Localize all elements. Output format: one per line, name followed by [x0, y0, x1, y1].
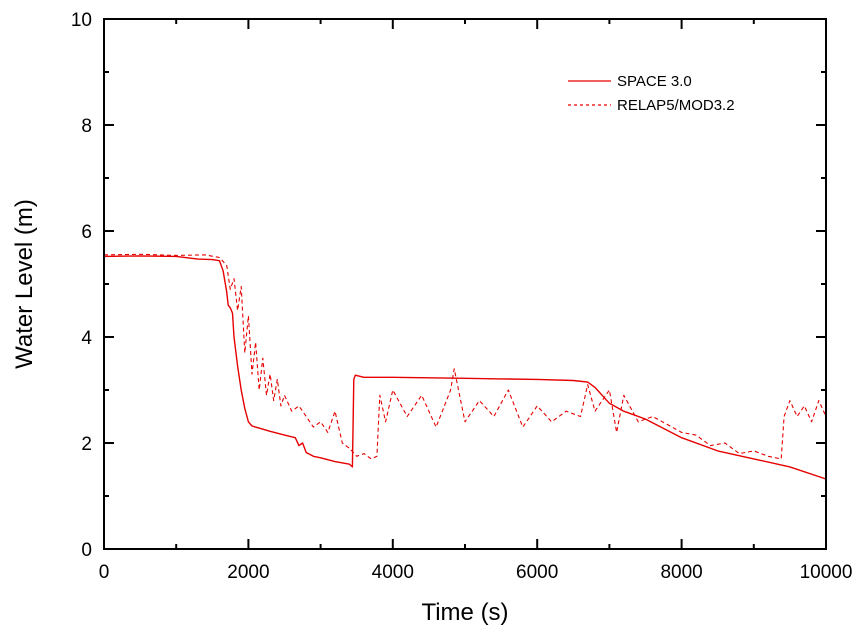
x-tick-label: 10000: [800, 562, 853, 583]
x-axis-title: Time (s): [421, 599, 508, 626]
y-tick-label: 0: [81, 540, 92, 561]
legend: SPACE 3.0 RELAP5/MOD3.2: [568, 73, 735, 114]
x-tick-label: 0: [99, 562, 110, 583]
y-tick-label: 10: [71, 10, 92, 31]
y-tick-label: 8: [81, 116, 92, 137]
series-line-space: [103, 255, 827, 480]
x-tick-label: 6000: [516, 562, 558, 583]
legend-label-relap5: RELAP5/MOD3.2: [617, 97, 735, 114]
y-tick-label: 2: [81, 434, 92, 455]
y-tick-label: 4: [81, 328, 92, 349]
x-tick-label: 8000: [660, 562, 702, 583]
x-tick-labels: 0 2000 4000 6000 8000 10000: [99, 562, 853, 583]
x-tick-label: 4000: [372, 562, 414, 583]
y-axis-title: Water Level (m): [11, 199, 38, 369]
y-tick-label: 6: [81, 222, 92, 243]
series-line-relap5: [103, 253, 827, 460]
axes-frame: [103, 18, 827, 550]
legend-label-space: SPACE 3.0: [617, 73, 692, 90]
y-tick-labels: 0 2 4 6 8 10: [71, 10, 93, 561]
x-tick-label: 2000: [227, 562, 269, 583]
plot-lines: [103, 253, 827, 480]
